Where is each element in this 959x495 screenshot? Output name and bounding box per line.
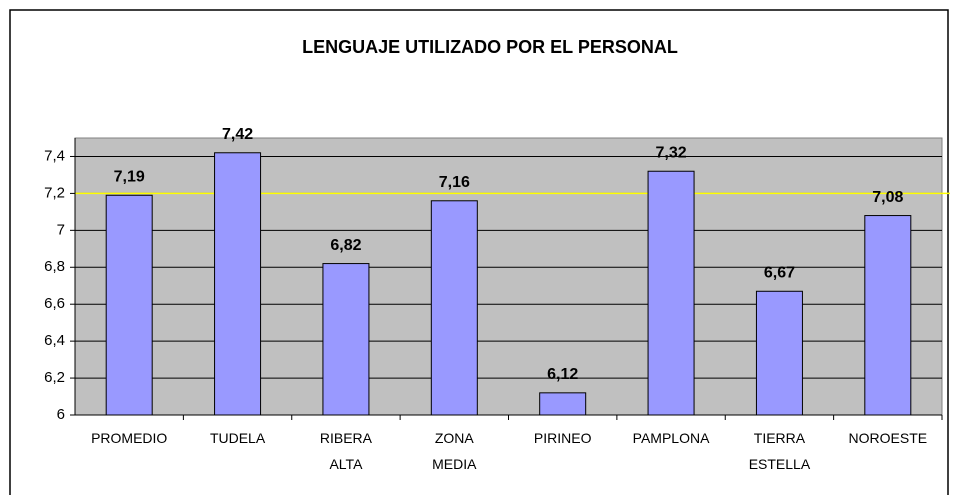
plot-area bbox=[74, 137, 943, 416]
value-label: 7,16 bbox=[439, 174, 470, 191]
bar bbox=[647, 170, 695, 416]
x-tick-label: TUDELA bbox=[210, 430, 266, 446]
bar bbox=[539, 392, 587, 416]
y-tick-label: 6 bbox=[57, 406, 65, 423]
x-tick-label: TIERRA ESTELLA bbox=[749, 430, 811, 472]
bar bbox=[430, 200, 478, 416]
y-tick-label: 6,2 bbox=[44, 369, 65, 386]
x-tick-label: PAMPLONA bbox=[633, 430, 710, 446]
x-tick-label: RIBERA ALTA bbox=[320, 430, 373, 472]
value-label: 7,42 bbox=[222, 126, 253, 143]
value-label: 7,19 bbox=[114, 168, 145, 185]
bar bbox=[864, 215, 912, 416]
bar bbox=[755, 290, 803, 416]
chart-title: LENGUAJE UTILIZADO POR EL PERSONAL bbox=[302, 37, 678, 57]
x-tick-label: PIRINEO bbox=[534, 430, 592, 446]
value-label: 7,32 bbox=[655, 144, 686, 161]
y-tick-label: 6,8 bbox=[44, 258, 65, 275]
value-label: 6,82 bbox=[330, 237, 361, 254]
y-tick-label: 6,6 bbox=[44, 295, 65, 312]
bar bbox=[214, 152, 262, 416]
x-tick-label: ZONA MEDIA bbox=[432, 430, 477, 472]
value-label: 6,12 bbox=[547, 366, 578, 383]
y-tick-label: 7 bbox=[57, 221, 65, 238]
bar bbox=[105, 194, 153, 416]
value-label: 7,08 bbox=[872, 189, 903, 206]
y-tick-label: 6,4 bbox=[44, 332, 65, 349]
x-tick-label: PROMEDIO bbox=[91, 430, 167, 446]
y-tick-label: 7,2 bbox=[44, 184, 65, 201]
y-tick-label: 7,4 bbox=[44, 147, 65, 164]
value-label: 6,67 bbox=[764, 264, 795, 281]
x-tick-label: NOROESTE bbox=[849, 430, 928, 446]
bar bbox=[322, 263, 370, 416]
